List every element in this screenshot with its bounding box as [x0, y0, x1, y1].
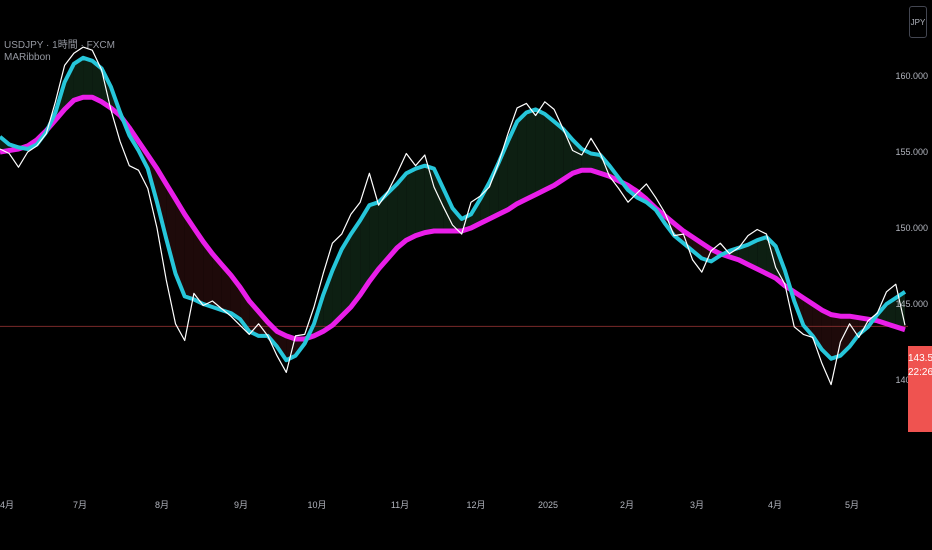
- ribbon-fill-segment: [591, 153, 601, 174]
- x-tick-label: 3月: [690, 500, 704, 510]
- ribbon-fill-segment: [554, 121, 564, 186]
- y-tick-label: 155.000: [895, 147, 928, 157]
- series-lines: [0, 46, 907, 386]
- ribbon-fill-segment: [350, 220, 361, 308]
- ribbon-fill-segment: [766, 237, 776, 279]
- ribbon-fill-segment: [535, 109, 545, 195]
- ribbon-fill-segment: [360, 205, 370, 295]
- y-tick-label: 160.000: [895, 71, 928, 81]
- x-tick-label: 9月: [234, 500, 248, 510]
- price-line: [0, 46, 906, 386]
- time-axis[interactable]: 4月 7月 8月 9月 10月 11月 12月 2025 2月 3月 4月 5月: [0, 500, 859, 510]
- ribbon-fill-segment: [424, 165, 435, 233]
- ribbon-fill-segment: [563, 129, 573, 180]
- ribbon-fill-segment: [480, 182, 490, 224]
- ribbon-fill-segment: [203, 241, 213, 308]
- ribbon-fill-segment: [64, 63, 74, 110]
- price-badge: 143.525 22:26: [908, 346, 932, 432]
- ribbon-fill-segment: [267, 322, 278, 347]
- ribbon-fill-segment: [166, 183, 176, 274]
- x-tick-label: 12月: [466, 500, 485, 510]
- ribbon-fill-segment: [406, 168, 416, 241]
- x-tick-label: 11月: [391, 500, 409, 510]
- ribbon-fill-segment: [341, 234, 351, 317]
- ribbon-fill-segment: [544, 114, 555, 190]
- fast-ma-line: [0, 55, 907, 363]
- ribbon-fill-segment: [415, 165, 425, 236]
- ribbon-fill-segment: [831, 314, 841, 359]
- ribbon-fill-segment: [323, 270, 333, 332]
- ribbon-fill-segment: [748, 240, 758, 270]
- ribbon-fill-segment: [212, 253, 222, 311]
- ribbon-fill-segment: [387, 183, 398, 259]
- ribbon-fill-segment: [156, 168, 167, 239]
- x-tick-label: 8月: [155, 500, 169, 510]
- ribbon-fill-segment: [397, 173, 407, 248]
- ribbon-fill-segment: [378, 193, 388, 270]
- ribbon-fill-segment: [526, 109, 536, 200]
- x-tick-label: 4月: [0, 500, 14, 510]
- x-tick-label: 4月: [768, 500, 782, 510]
- ribbon-fill-segment: [895, 291, 905, 330]
- y-tick-label: 145.000: [895, 299, 928, 309]
- ribbon-fill-segment: [277, 331, 287, 361]
- ribbon-fill-segment: [286, 335, 296, 361]
- indicator-title[interactable]: MARibbon: [4, 52, 51, 63]
- x-tick-label: 2025: [538, 500, 558, 510]
- x-tick-label: 2月: [620, 500, 634, 510]
- ribbon-fill-segment: [184, 214, 194, 300]
- ribbon-fill-segment: [517, 112, 527, 204]
- ribbon-fill-segment: [886, 297, 896, 327]
- y-tick-label: 150.000: [895, 223, 928, 233]
- x-tick-label: 5月: [845, 500, 859, 510]
- ribbon-fill-segment: [221, 264, 231, 314]
- ribbon-fill-segment: [92, 60, 102, 102]
- ribbon-fill-segment: [507, 121, 518, 210]
- symbol-title[interactable]: USDJPY · 1時間 · FXCM: [4, 40, 115, 51]
- ribbon-fill-segment: [757, 237, 767, 274]
- ribbon-fill-segment: [175, 199, 185, 297]
- bar-countdown-label: 22:26: [908, 367, 932, 378]
- x-tick-label: 7月: [73, 500, 87, 510]
- ribbon-fill-segment: [73, 57, 84, 101]
- ribbon-fill-segment: [489, 162, 499, 219]
- current-price-label: 143.525: [908, 353, 932, 364]
- ribbon-fill-segment: [83, 57, 93, 98]
- slow-ma-line: [0, 94, 906, 342]
- x-tick-label: 10月: [307, 500, 326, 510]
- ribbon-fill-segment: [821, 310, 832, 359]
- ribbon-fill-segment: [193, 228, 204, 304]
- currency-button[interactable]: JPY: [909, 6, 927, 38]
- ribbon-fill-segment: [369, 202, 379, 282]
